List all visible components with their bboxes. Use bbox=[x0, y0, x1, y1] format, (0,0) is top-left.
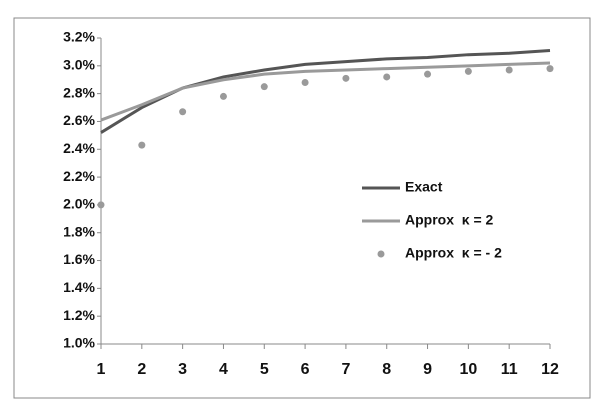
x-tick-label: 11 bbox=[501, 361, 518, 378]
x-tick-label: 10 bbox=[459, 361, 477, 378]
y-tick-label: 1.2% bbox=[63, 307, 95, 323]
x-tick-label: 6 bbox=[301, 361, 310, 378]
x-tick-label: 8 bbox=[382, 361, 391, 378]
y-tick-label: 2.6% bbox=[63, 112, 95, 128]
marker bbox=[464, 67, 472, 75]
marker bbox=[301, 79, 309, 87]
marker bbox=[260, 83, 268, 91]
marker bbox=[138, 141, 146, 149]
y-tick-label: 2.2% bbox=[63, 168, 95, 184]
x-tick-label: 2 bbox=[137, 361, 146, 378]
y-tick-label: 1.0% bbox=[63, 335, 95, 351]
line bbox=[100, 61, 551, 122]
y-tick-label: 1.4% bbox=[63, 279, 95, 295]
y-tick-label: 2.8% bbox=[63, 84, 95, 100]
x-tick-label: 1 bbox=[97, 361, 106, 378]
legend-label: Approx κ = - 2 bbox=[405, 245, 502, 261]
x-tick-label: 9 bbox=[423, 361, 432, 378]
y-tick-label: 3.2% bbox=[63, 29, 95, 45]
marker bbox=[424, 70, 432, 78]
marker bbox=[342, 74, 350, 82]
y-tick-label: 1.6% bbox=[63, 251, 95, 267]
x-tick-label: 7 bbox=[341, 361, 350, 378]
x-tick-label: 4 bbox=[219, 361, 228, 378]
marker bbox=[505, 66, 513, 74]
x-tick-label: 3 bbox=[178, 361, 187, 378]
y-tick-label: 2.4% bbox=[63, 140, 95, 156]
legend-marker bbox=[377, 250, 385, 258]
marker bbox=[97, 201, 105, 209]
x-tick-label: 12 bbox=[541, 361, 559, 378]
legend-label: Approx κ = 2 bbox=[405, 212, 494, 228]
marker bbox=[179, 108, 187, 116]
y-tick-label: 1.8% bbox=[63, 223, 95, 239]
y-tick-label: 2.0% bbox=[63, 196, 95, 212]
marker bbox=[383, 73, 391, 81]
marker bbox=[219, 92, 227, 100]
y-tick-label: 3.0% bbox=[63, 57, 95, 73]
x-tick-label: 5 bbox=[260, 361, 269, 378]
legend-label: Exact bbox=[405, 179, 443, 195]
marker bbox=[546, 65, 554, 73]
